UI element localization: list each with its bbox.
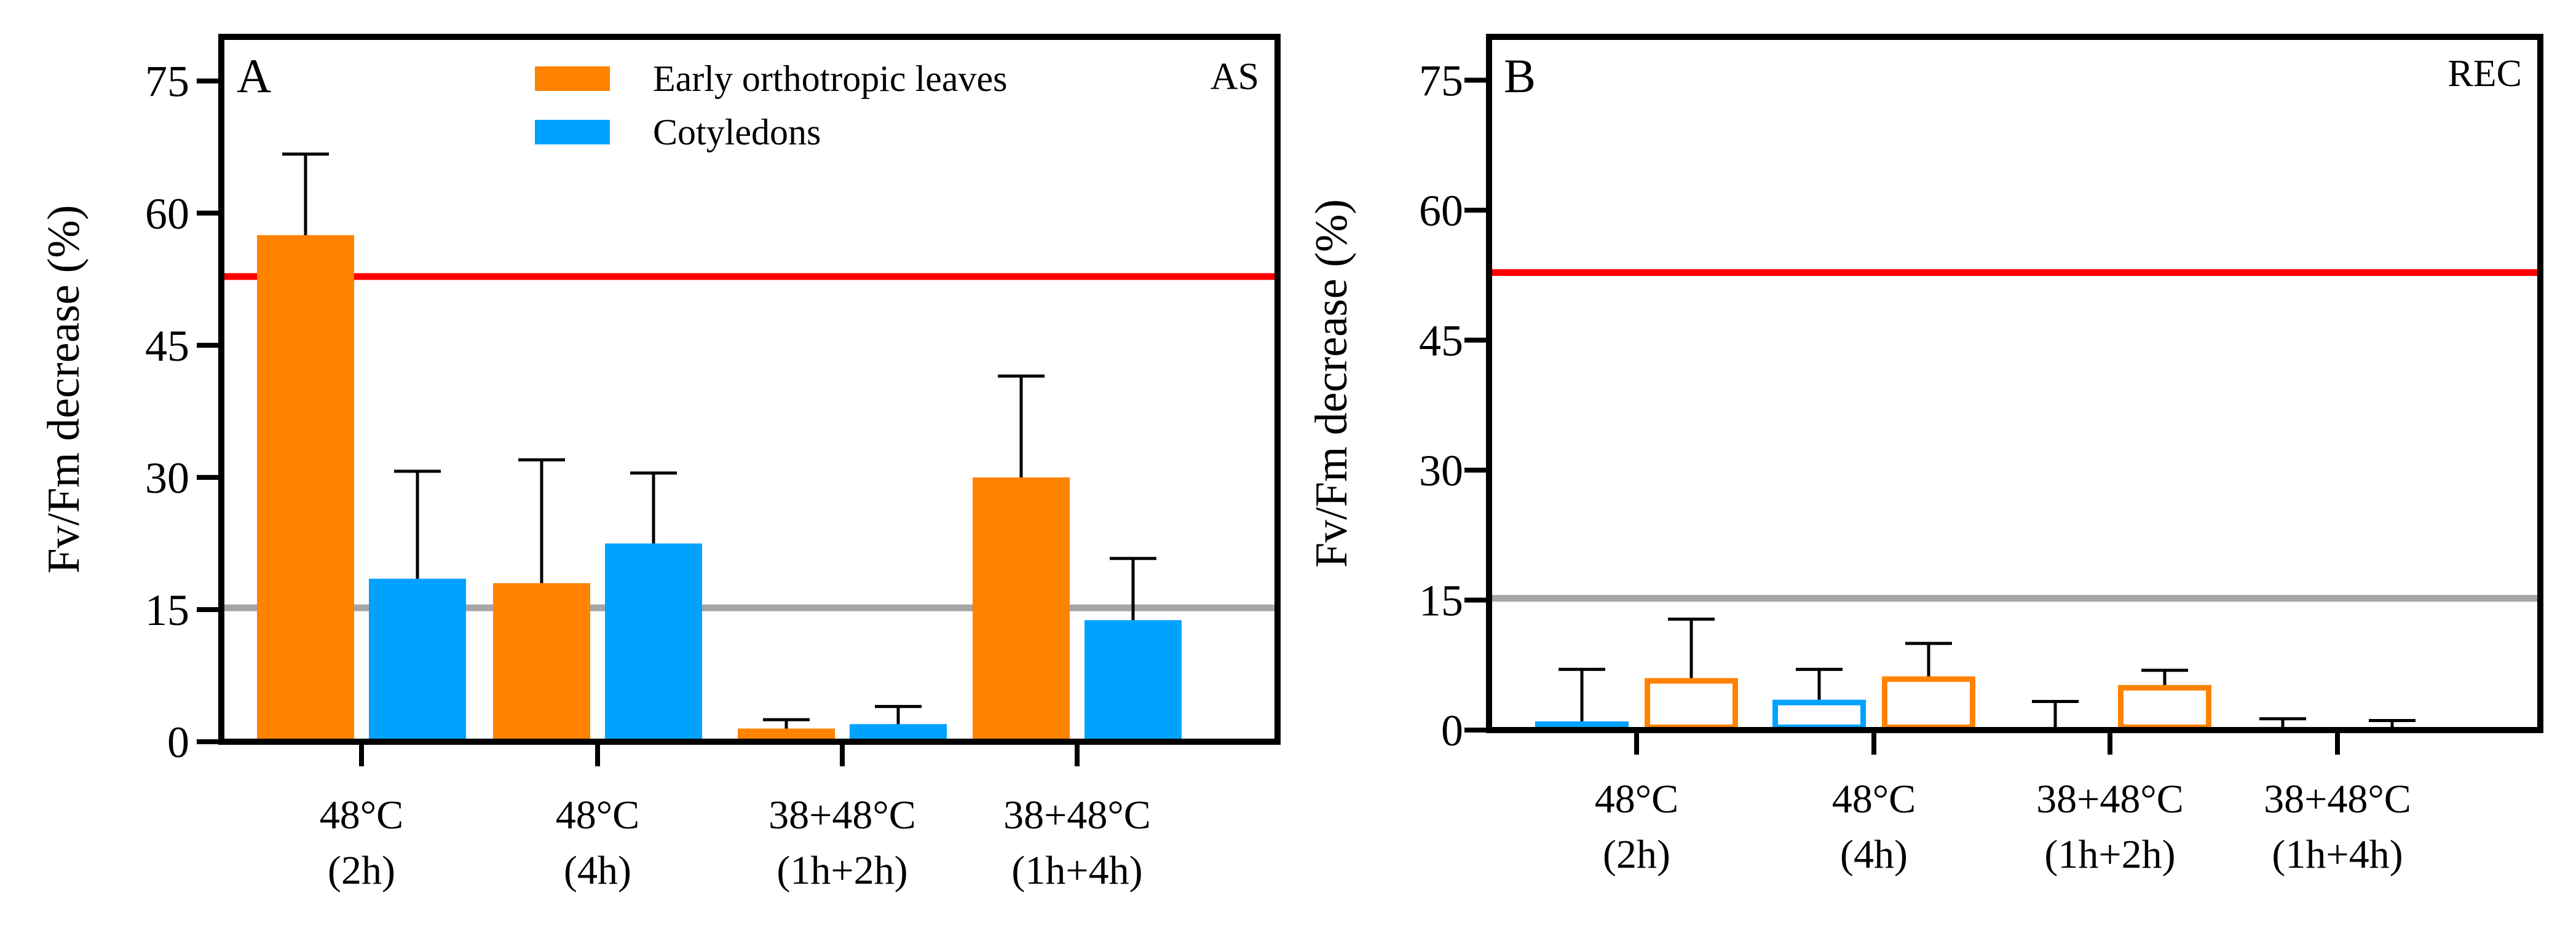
corner-label: REC bbox=[2448, 53, 2522, 95]
panel-label: A bbox=[237, 49, 271, 103]
bar-cotyledons-2 bbox=[605, 543, 702, 742]
category-label-3: 38+48°C bbox=[2036, 777, 2184, 822]
panel-b-chart: 0 15 30 45 60 75 48°C (2h) 48°C (4h) 38+48°C (1h+2h… bbox=[1306, 34, 2543, 877]
y-tick-label-75: 75 bbox=[1419, 57, 1463, 106]
panel-a-chart: 0 15 30 45 60 75 48°C (2h) 48°C (4h) 38+48°C (1h+2h… bbox=[39, 34, 1281, 893]
corner-label: AS bbox=[1211, 56, 1259, 98]
y-tick-label-30: 30 bbox=[1419, 446, 1463, 495]
category-label-2: 48°C bbox=[1832, 777, 1916, 822]
category-label-2: 48°C bbox=[556, 793, 639, 838]
bar-early-orthotropic-leaves-3 bbox=[2118, 685, 2211, 731]
legend-label-1: Early orthotropic leaves bbox=[653, 58, 1007, 99]
panel-label: B bbox=[1504, 49, 1536, 103]
bar-early-orthotropic-leaves-4 bbox=[973, 477, 1070, 742]
y-tick-label-0: 0 bbox=[167, 718, 189, 767]
category-sublabel-2: (4h) bbox=[1840, 832, 1908, 877]
legend-swatch-2 bbox=[535, 120, 610, 144]
category-sublabel-2: (4h) bbox=[564, 848, 631, 893]
category-sublabel-1: (2h) bbox=[328, 848, 395, 893]
y-axis-label: Fv/Fm decrease (%) bbox=[39, 205, 89, 573]
bar-early-orthotropic-leaves-3 bbox=[738, 728, 835, 742]
plot-frame bbox=[1486, 34, 2543, 733]
category-sublabel-3: (1h+2h) bbox=[2044, 832, 2175, 877]
bar-cotyledons-1 bbox=[369, 578, 466, 742]
y-tick-label-15: 15 bbox=[1419, 576, 1463, 626]
y-tick-label-75: 75 bbox=[145, 57, 189, 106]
bar-cotyledons-1 bbox=[1535, 721, 1629, 731]
category-label-1: 48°C bbox=[1595, 777, 1678, 822]
y-tick-label-60: 60 bbox=[1419, 186, 1463, 235]
y-tick-label-60: 60 bbox=[145, 189, 189, 238]
category-label-3: 38+48°C bbox=[768, 793, 916, 838]
category-sublabel-3: (1h+2h) bbox=[776, 848, 907, 893]
y-tick-label-15: 15 bbox=[145, 586, 189, 635]
y-tick-label-45: 45 bbox=[1419, 316, 1463, 366]
bar-early-orthotropic-leaves-1 bbox=[1645, 678, 1738, 731]
y-tick-label-0: 0 bbox=[1441, 706, 1463, 755]
category-sublabel-1: (2h) bbox=[1603, 832, 1670, 877]
y-tick-label-45: 45 bbox=[145, 321, 189, 371]
bar-early-orthotropic-leaves-1 bbox=[257, 235, 354, 742]
y-axis-label: Fv/Fm decrease (%) bbox=[1306, 199, 1357, 568]
legend-swatch-1 bbox=[535, 66, 610, 91]
category-sublabel-4: (1h+4h) bbox=[1011, 848, 1142, 893]
category-label-4: 38+48°C bbox=[2264, 777, 2411, 822]
y-tick-label-30: 30 bbox=[145, 454, 189, 503]
plot-frame bbox=[218, 34, 1281, 745]
bar-early-orthotropic-leaves-2 bbox=[493, 583, 590, 742]
bar-cotyledons-4 bbox=[1085, 620, 1182, 742]
bar-cotyledons-2 bbox=[1772, 699, 1866, 731]
legend-label-2: Cotyledons bbox=[653, 112, 821, 152]
category-label-1: 48°C bbox=[320, 793, 403, 838]
category-sublabel-4: (1h+4h) bbox=[2272, 832, 2403, 877]
bar-early-orthotropic-leaves-2 bbox=[1882, 676, 1975, 730]
category-label-4: 38+48°C bbox=[1003, 793, 1151, 838]
